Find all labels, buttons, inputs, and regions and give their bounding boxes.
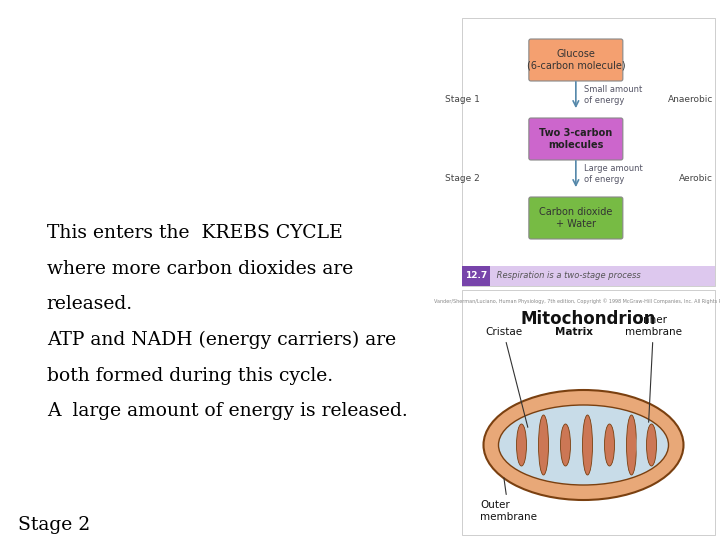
Text: This enters the  KREBS CYCLE: This enters the KREBS CYCLE bbox=[47, 224, 343, 242]
Text: Matrix: Matrix bbox=[554, 327, 593, 337]
Ellipse shape bbox=[647, 424, 657, 466]
Text: both formed during this cycle.: both formed during this cycle. bbox=[47, 367, 333, 384]
Ellipse shape bbox=[539, 415, 549, 475]
Text: A  large amount of energy is released.: A large amount of energy is released. bbox=[47, 402, 408, 420]
Ellipse shape bbox=[560, 424, 570, 466]
Text: 12.7: 12.7 bbox=[465, 272, 487, 280]
Text: Glucose
(6-carbon molecule): Glucose (6-carbon molecule) bbox=[526, 49, 625, 71]
Text: Carbon dioxide
+ Water: Carbon dioxide + Water bbox=[539, 207, 613, 229]
Ellipse shape bbox=[528, 421, 536, 469]
Ellipse shape bbox=[595, 421, 603, 469]
FancyBboxPatch shape bbox=[529, 39, 623, 81]
Ellipse shape bbox=[636, 421, 644, 469]
Text: Small amount
of energy: Small amount of energy bbox=[584, 85, 642, 105]
Text: ATP and NADH (energy carriers) are: ATP and NADH (energy carriers) are bbox=[47, 331, 396, 349]
Text: Stage 1: Stage 1 bbox=[445, 95, 480, 104]
Text: Inner
membrane: Inner membrane bbox=[625, 315, 682, 422]
Text: released.: released. bbox=[47, 295, 133, 313]
Text: Aerobic: Aerobic bbox=[679, 174, 713, 183]
Text: Respiration is a two-stage process: Respiration is a two-stage process bbox=[494, 272, 641, 280]
Ellipse shape bbox=[516, 424, 526, 466]
Text: where more carbon dioxides are: where more carbon dioxides are bbox=[47, 260, 353, 278]
Bar bbox=[462, 18, 715, 286]
Text: Two 3-carbon
molecules: Two 3-carbon molecules bbox=[539, 128, 613, 150]
Ellipse shape bbox=[498, 405, 668, 485]
Text: Vander/Sherman/Luciano, Human Physiology, 7th edition, Copyright © 1998 McGraw-H: Vander/Sherman/Luciano, Human Physiology… bbox=[434, 298, 720, 303]
Bar bbox=[490, 266, 715, 286]
Bar bbox=[462, 266, 490, 286]
Bar bbox=[462, 290, 715, 535]
Text: Anaerobic: Anaerobic bbox=[667, 95, 713, 104]
Ellipse shape bbox=[551, 421, 559, 469]
Text: Outer
membrane: Outer membrane bbox=[480, 478, 537, 522]
Ellipse shape bbox=[616, 421, 624, 469]
Text: Cristae: Cristae bbox=[485, 327, 528, 427]
Ellipse shape bbox=[572, 421, 580, 469]
Text: Stage 2: Stage 2 bbox=[445, 174, 480, 183]
FancyBboxPatch shape bbox=[529, 118, 623, 160]
Ellipse shape bbox=[626, 415, 636, 475]
Ellipse shape bbox=[484, 390, 683, 500]
Text: Large amount
of energy: Large amount of energy bbox=[584, 164, 643, 184]
Text: Mitochondrion: Mitochondrion bbox=[521, 310, 656, 328]
Ellipse shape bbox=[582, 415, 593, 475]
FancyBboxPatch shape bbox=[529, 197, 623, 239]
Ellipse shape bbox=[605, 424, 614, 466]
Text: Stage 2: Stage 2 bbox=[18, 516, 90, 534]
